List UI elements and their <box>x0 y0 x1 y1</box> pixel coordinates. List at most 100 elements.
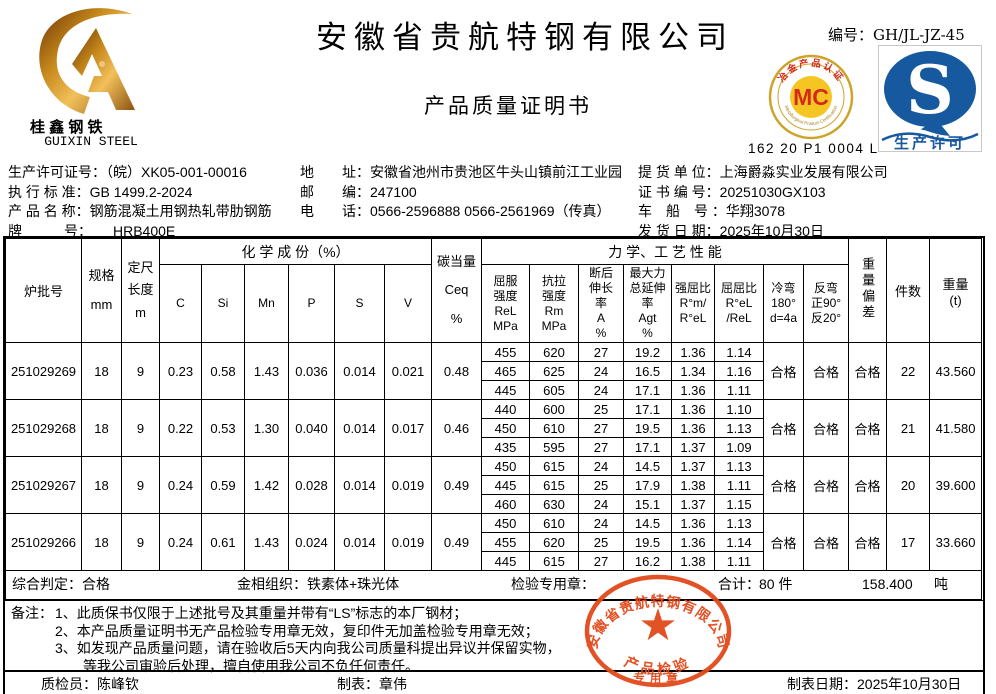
total-label: 合计： <box>718 576 760 592</box>
cell-mn: 1.30 <box>244 399 289 457</box>
phone-label: 电 话： <box>300 203 370 219</box>
header-row-groups: 炉批号 规格 mm 定尺 长度 m 化 学 成 份（%） 碳当量 Ceq % 力… <box>5 238 983 343</box>
col-header-rm: 抗拉 强度 Rm MPa <box>529 264 579 343</box>
cell-length: 9 <box>121 456 160 514</box>
cell-rm-rel: 1.36 <box>671 513 715 533</box>
table-row: 251029268 18 9 0.22 0.53 1.30 0.040 0.01… <box>5 399 983 457</box>
cell-s: 0.014 <box>334 456 385 514</box>
info-left-column: 生产许可证号：（皖）XK05-001-00016 执 行 标 准：GB 1499… <box>8 163 272 241</box>
info-line: 产 品 名 称：钢筋混凝土用钢热轧带肋钢筋 <box>8 202 272 222</box>
col-header-pieces: 件数 <box>886 238 931 343</box>
cell-agt: 19.5 <box>623 532 672 552</box>
table-row: 251029269 18 9 0.23 0.58 1.43 0.036 0.01… <box>5 342 983 400</box>
logo-text-en: GUIXIN STEEL <box>44 134 138 149</box>
info-line: 邮 编：247100 <box>300 183 622 203</box>
qs-label: 生产许可 <box>894 134 966 152</box>
col-header-weight-dev: 重量偏差 <box>848 238 888 343</box>
col-header-agt: 最大力 总延伸 率 Agt % <box>623 264 672 343</box>
table-row: 251029267 18 9 0.24 0.59 1.42 0.028 0.01… <box>5 456 983 514</box>
cell-cold-bend: 合格 <box>763 456 804 514</box>
cell-cold-bend: 合格 <box>763 399 804 457</box>
vehicle-label: 车 船 号 ： <box>638 203 726 219</box>
col-header-rel: 屈服 强度 ReL MPa <box>481 264 530 343</box>
ship-date-label: 发 货 日 期： <box>638 222 720 239</box>
cell-agt: 16.2 <box>623 551 672 571</box>
cell-rel: 450 <box>481 456 530 476</box>
cell-agt: 16.5 <box>623 361 672 381</box>
cell-weight-dev: 合格 <box>848 342 888 400</box>
inspector: 质检员：陈峰钦 <box>41 674 139 694</box>
cell-rm: 610 <box>529 513 579 533</box>
cell-rm-rel: 1.36 <box>671 532 715 552</box>
info-line: 车 船 号 ：华翔3078 <box>638 202 888 222</box>
cell-spec: 18 <box>81 456 122 514</box>
cell-p: 0.040 <box>288 399 335 457</box>
cell-rm: 630 <box>529 494 579 514</box>
cell-v: 0.017 <box>384 399 432 457</box>
col-header-ceq: 碳当量 Ceq % <box>431 238 482 343</box>
cell-rel-ratio: 1.13 <box>714 456 764 476</box>
info-line: 提 货 单 位：上海爵淼实业发展有限公司 <box>638 163 888 183</box>
quality-table: 炉批号 规格 mm 定尺 长度 m 化 学 成 份（%） 碳当量 Ceq % 力… <box>4 238 983 600</box>
cell-p: 0.036 <box>288 342 335 400</box>
notes-section: 备注： 1、此质保书仅限于上述批号及其重量并带有“LS”标志的本厂钢材； 2、本… <box>5 600 983 674</box>
cell-a: 27 <box>578 437 624 457</box>
col-header-length: 定尺 长度 m <box>121 238 160 343</box>
cell-agt: 17.1 <box>623 399 672 419</box>
cell-rel: 450 <box>481 513 530 533</box>
total-weight: 158.400 <box>862 576 913 592</box>
cert-no-value: 20251030GX103 <box>719 183 826 200</box>
cell-rel-ratio: 1.14 <box>714 342 764 362</box>
cell-rel-ratio: 1.13 <box>714 418 764 438</box>
note-line: 3、如发现产品质量问题，请在验收后5天内向我公司质量科提出异议并保留实物， <box>55 640 561 656</box>
cell-ceq: 0.49 <box>431 513 482 571</box>
cell-rm: 615 <box>529 456 579 476</box>
qs-production-license-icon: S 生产许可 <box>878 45 982 152</box>
cell-agt: 14.5 <box>623 456 672 476</box>
cell-rel: 435 <box>481 437 530 457</box>
table-row: 460 630 24 15.1 1.37 1.15 <box>6 494 982 514</box>
col-header-cold-bend: 冷弯 180° d=4a <box>763 264 804 343</box>
cert-no-label: 证 书 编 号： <box>638 183 720 200</box>
certificate-body: 炉批号 规格 mm 定尺 长度 m 化 学 成 份（%） 碳当量 Ceq % 力… <box>3 236 985 694</box>
info-line: 证 书 编 号：20251030GX103 <box>638 183 888 203</box>
cell-mn: 1.43 <box>244 513 289 571</box>
date-label: 制表日期： <box>787 676 857 692</box>
cell-rel: 450 <box>481 418 530 438</box>
license-no-label: 生产许可证号： <box>8 164 106 180</box>
table-row: 450 610 27 19.5 1.36 1.13 <box>6 418 982 438</box>
cell-p: 0.024 <box>288 513 335 571</box>
table-row: 445 615 27 16.2 1.38 1.11 <box>6 551 982 571</box>
cell-spec: 18 <box>81 399 122 457</box>
cell-mn: 1.42 <box>244 456 289 514</box>
col-group-mechanical: 力 学、工 艺 性 能 <box>480 238 850 265</box>
standard-label: 执 行 标 准： <box>8 183 90 200</box>
cell-rm: 605 <box>529 380 579 400</box>
info-line: 生产许可证号：（皖）XK05-001-00016 <box>8 163 272 183</box>
cell-reverse-bend: 合格 <box>802 342 850 400</box>
cell-rm: 620 <box>529 532 579 552</box>
address-value: 安徽省池州市贵池区牛头山镇前江工业园 <box>370 164 622 180</box>
logo-text-cn: 桂 鑫 钢 铁 <box>30 116 152 137</box>
cell-cold-bend: 合格 <box>763 513 804 571</box>
cell-rm: 625 <box>529 361 579 381</box>
cell-weight: 43.560 <box>929 342 983 400</box>
vehicle-value: 华翔3078 <box>725 203 786 219</box>
cell-v: 0.019 <box>384 456 432 514</box>
verdict: 综合判定：合格 <box>12 572 110 599</box>
cell-rel-ratio: 1.10 <box>714 399 764 419</box>
cell-si: 0.61 <box>201 513 245 571</box>
metallography: 金相组织：铁素体+珠光体 <box>237 572 399 599</box>
grade-value: HRB400E <box>85 222 176 239</box>
cell-p: 0.028 <box>288 456 335 514</box>
cell-ceq: 0.48 <box>431 342 482 400</box>
info-middle-column: 地 址：安徽省池州市贵池区牛头山镇前江工业园 邮 编：247100 电 话：05… <box>300 163 622 222</box>
col-header-heat-no: 炉批号 <box>5 238 82 343</box>
cell-a: 27 <box>578 418 624 438</box>
cell-rm: 615 <box>529 551 579 571</box>
cell-agt: 19.5 <box>623 418 672 438</box>
cell-rel: 460 <box>481 494 530 514</box>
zip-value: 247100 <box>370 183 417 200</box>
cell-a: 25 <box>578 399 624 419</box>
cell-agt: 17.9 <box>623 475 672 495</box>
